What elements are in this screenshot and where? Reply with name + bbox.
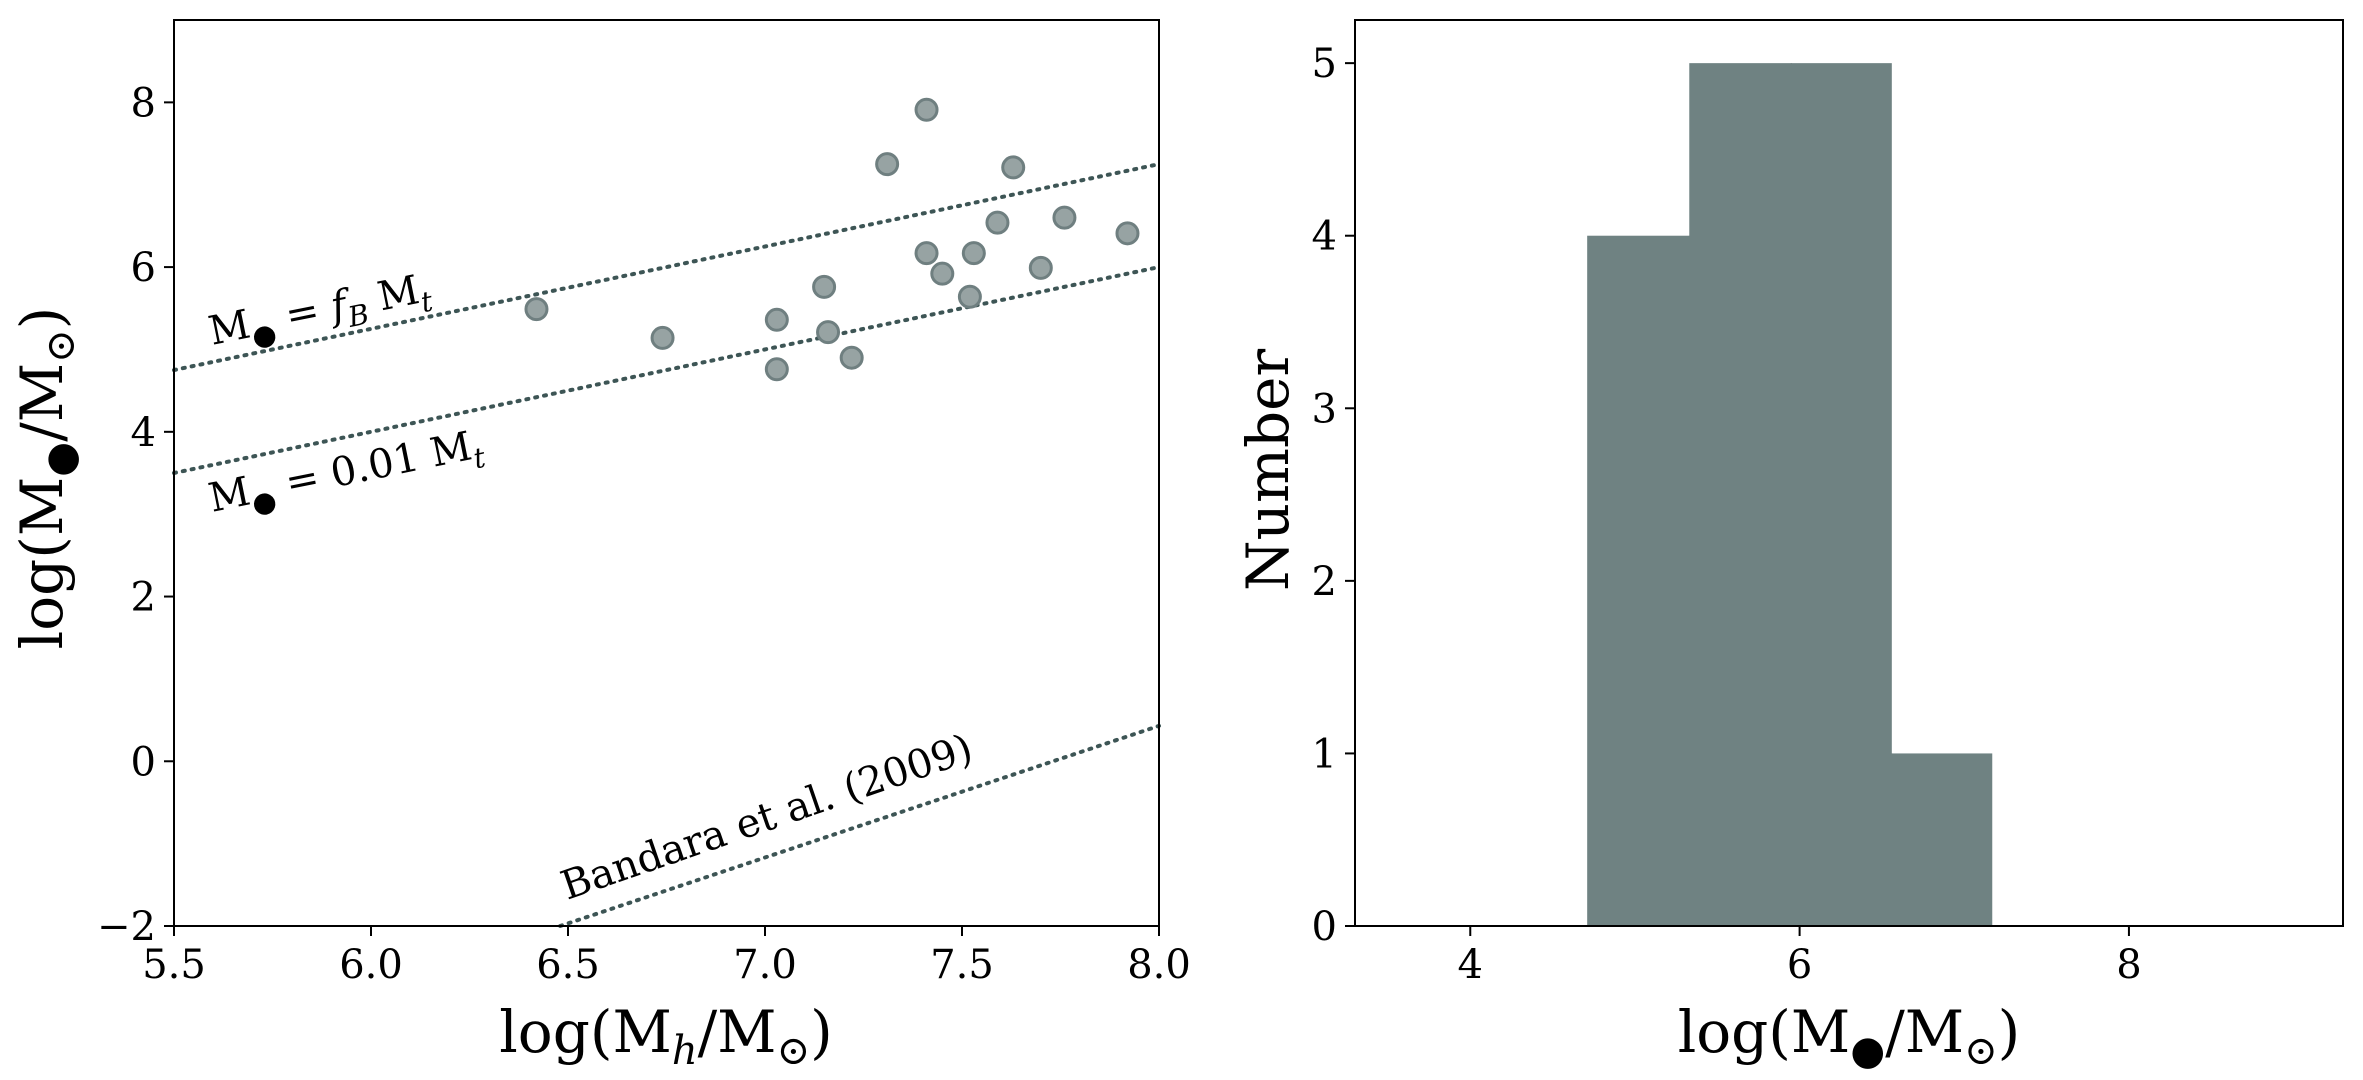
scatter-panel: 5.5 6.0 6.5 7.0 7.5 8.0 −2 0 2 4 6 8 M● = fB Mt M●… — [8, 19, 1191, 1074]
reference-lines — [172, 162, 1161, 928]
histogram-bar — [1891, 753, 1993, 926]
reference-line-2 — [558, 723, 1161, 928]
scatter-point — [816, 320, 841, 345]
histogram-bars — [1587, 63, 1993, 926]
histogram-y-ticks: 0 1 2 3 4 5 — [1312, 41, 1355, 950]
x-tick-label: 7.0 — [733, 942, 797, 988]
y-tick-label: 2 — [1312, 559, 1337, 605]
bandara-annotation: Bandara et al. (2009) — [555, 725, 978, 909]
scatter-point — [914, 97, 939, 122]
x-tick-label: 6.5 — [536, 942, 600, 988]
scatter-point — [764, 307, 789, 332]
y-tick-label: 3 — [1312, 386, 1337, 432]
y-tick-label: 4 — [131, 410, 156, 456]
scatter-point — [1001, 155, 1026, 180]
scatter-y-axis-label: log(M●/M⊙) — [8, 307, 84, 650]
y-tick-label: 0 — [131, 739, 156, 785]
scatter-point — [957, 284, 982, 309]
histogram-bar — [1587, 235, 1690, 926]
scatter-point — [650, 325, 675, 350]
y-tick-label: 2 — [131, 575, 156, 621]
y-tick-label: −2 — [97, 904, 156, 950]
scatter-y-ticks: −2 0 2 4 6 8 — [97, 80, 174, 950]
fb-line-annotation: M● = fB Mt — [205, 265, 436, 362]
scatter-point — [914, 241, 939, 266]
scatter-point — [1028, 255, 1053, 280]
scatter-point — [1052, 205, 1077, 230]
scatter-point — [524, 297, 549, 322]
histogram-plot-frame — [1354, 19, 2344, 927]
x-tick-label: 6.0 — [339, 942, 403, 988]
histogram-bar — [1689, 63, 1792, 926]
scatter-point — [1115, 221, 1140, 246]
scatter-point — [839, 345, 864, 370]
scatter-points — [524, 97, 1140, 382]
histogram-x-ticks: 4 6 8 — [1458, 926, 2142, 988]
x-tick-label: 5.5 — [142, 942, 206, 988]
histogram-panel: 4 6 8 0 1 2 3 4 5 log(M●/M⊙) Number — [1234, 19, 2344, 1074]
y-tick-label: 5 — [1312, 41, 1337, 87]
scatter-point — [930, 261, 955, 286]
x-tick-label: 8.0 — [1127, 942, 1191, 988]
histogram-x-axis-label: log(M●/M⊙) — [1678, 998, 2021, 1074]
scatter-point — [812, 274, 837, 299]
x-tick-label: 7.5 — [930, 942, 994, 988]
scatter-x-axis-label: log(Mh/M⊙) — [499, 998, 832, 1074]
histogram-y-axis-label: Number — [1234, 349, 1302, 592]
y-tick-label: 8 — [131, 80, 156, 126]
pct-line-annotation: M● = 0.01 Mt — [205, 421, 489, 529]
y-tick-label: 1 — [1312, 731, 1337, 777]
x-tick-label: 4 — [1458, 942, 1483, 988]
scatter-plot-frame — [173, 19, 1160, 927]
scatter-point — [961, 241, 986, 266]
scatter-point — [985, 210, 1010, 235]
reference-line-1 — [172, 265, 1161, 475]
scatter-point — [875, 152, 900, 177]
scatter-x-ticks: 5.5 6.0 6.5 7.0 7.5 8.0 — [142, 926, 1191, 988]
x-tick-label: 8 — [2116, 942, 2141, 988]
y-tick-label: 6 — [131, 245, 156, 291]
scatter-point — [764, 357, 789, 382]
y-tick-label: 4 — [1312, 214, 1337, 260]
x-tick-label: 6 — [1787, 942, 1812, 988]
reference-line-0 — [172, 162, 1161, 373]
y-tick-label: 0 — [1312, 904, 1337, 950]
histogram-bar — [1791, 63, 1892, 926]
